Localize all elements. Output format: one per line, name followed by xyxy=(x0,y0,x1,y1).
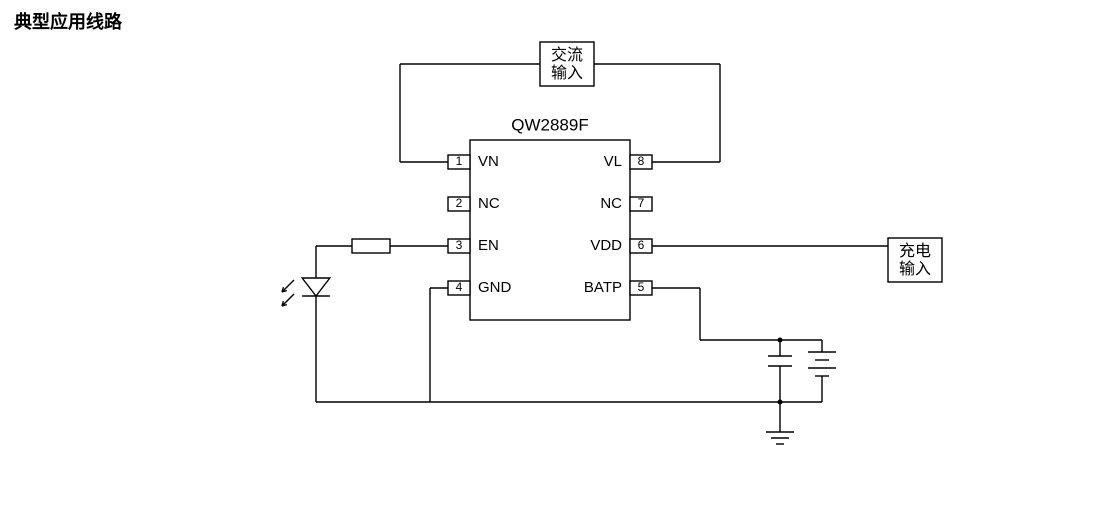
svg-text:QW2889F: QW2889F xyxy=(511,115,588,134)
svg-text:充电: 充电 xyxy=(899,242,931,260)
svg-text:NC: NC xyxy=(600,195,622,212)
svg-text:5: 5 xyxy=(638,280,645,294)
svg-text:1: 1 xyxy=(456,154,463,168)
svg-text:3: 3 xyxy=(456,238,463,252)
svg-text:6: 6 xyxy=(638,238,645,252)
svg-text:BATP: BATP xyxy=(584,279,622,296)
svg-text:输入: 输入 xyxy=(551,64,583,82)
svg-text:2: 2 xyxy=(456,196,463,210)
svg-text:VN: VN xyxy=(478,153,499,170)
svg-text:输入: 输入 xyxy=(899,260,931,278)
svg-text:8: 8 xyxy=(638,154,645,168)
svg-text:NC: NC xyxy=(478,195,500,212)
svg-text:GND: GND xyxy=(478,279,512,296)
svg-text:4: 4 xyxy=(456,280,463,294)
circuit-diagram: QW2889F1VN2NC3EN4GND8VL7NC6VDD5BATP交流输入充… xyxy=(0,0,1099,509)
svg-text:EN: EN xyxy=(478,237,499,254)
svg-text:7: 7 xyxy=(638,196,645,210)
svg-text:交流: 交流 xyxy=(551,46,583,64)
svg-text:VL: VL xyxy=(604,153,622,170)
svg-text:VDD: VDD xyxy=(590,237,622,254)
